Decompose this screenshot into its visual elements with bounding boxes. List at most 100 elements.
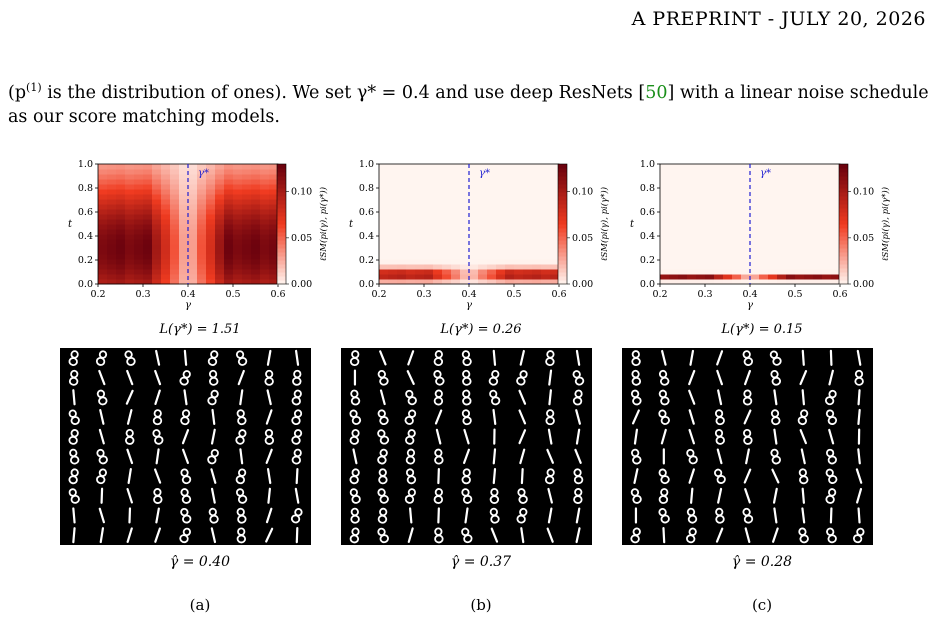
digit-sample [462, 369, 472, 386]
heat-cell [514, 204, 524, 210]
heat-cell [170, 189, 180, 195]
heat-cell [143, 234, 153, 240]
heat-cell [260, 164, 270, 170]
digit-sample [825, 488, 837, 504]
digit-sample [685, 527, 697, 544]
heat-cell [406, 174, 416, 180]
heat-cell [523, 209, 533, 215]
heat-cell [433, 204, 443, 210]
heat-cell [197, 259, 207, 265]
heat-cell [451, 244, 461, 250]
heat-cell [469, 264, 479, 270]
y-tick-label: 0.6 [640, 207, 655, 218]
heat-cell [125, 164, 135, 170]
heat-cell [831, 164, 841, 170]
heat-cell [687, 269, 697, 275]
heat-cell [116, 174, 126, 180]
heat-cell [759, 169, 769, 175]
y-tick-label: 0.0 [359, 279, 374, 290]
heat-cell [188, 219, 198, 225]
heat-cell [786, 279, 796, 285]
heat-cell [107, 264, 117, 270]
heat-cell [161, 204, 171, 210]
heat-cell [188, 269, 198, 275]
heat-cell [487, 229, 497, 235]
heat-cell [750, 219, 760, 225]
heat-cell [197, 244, 207, 250]
heat-cell [795, 224, 805, 230]
heat-cell [406, 184, 416, 190]
heat-cell [107, 259, 117, 265]
colorbar-segment [277, 208, 286, 213]
heat-cell [487, 219, 497, 225]
digit-sample [633, 428, 639, 445]
x-axis-label: γ [466, 300, 472, 311]
heat-cell [224, 279, 234, 285]
heat-cell [822, 174, 832, 180]
heat-cell [379, 239, 389, 245]
digit-sample [517, 488, 528, 504]
heat-cell [379, 254, 389, 260]
heat-cell [460, 234, 470, 240]
heat-cell [224, 239, 234, 245]
colorbar-segment [558, 228, 567, 233]
heat-cell [831, 244, 841, 250]
heat-cell [496, 264, 506, 270]
heat-cell [269, 239, 279, 245]
heat-cell [768, 194, 778, 200]
heat-cell [98, 244, 108, 250]
heat-cell [197, 189, 207, 195]
heat-cell [487, 174, 497, 180]
heat-cell [813, 194, 823, 200]
heat-cell [478, 264, 488, 270]
y-tick-label: 0.4 [359, 231, 374, 242]
colorbar-segment [839, 168, 848, 173]
heat-cell [170, 199, 180, 205]
digit-sample [800, 448, 806, 465]
heat-cell [804, 234, 814, 240]
digit-sample [854, 369, 864, 386]
citation-link[interactable]: 50 [645, 82, 668, 103]
colorbar-tick-label: 0.05 [572, 233, 593, 244]
digit-sample [208, 369, 219, 386]
heat-cell [804, 274, 814, 280]
heat-cell [116, 269, 126, 275]
heat-cell [107, 249, 117, 255]
digit-sample [689, 349, 695, 366]
heat-cell [750, 179, 760, 185]
heat-cell [687, 219, 697, 225]
colorbar-segment [277, 276, 286, 281]
colorbar-tick-label: 0.05 [853, 233, 874, 244]
heat-cell [107, 269, 117, 275]
digit-sample [154, 527, 161, 543]
colorbar-segment [839, 212, 848, 217]
heat-cell [170, 239, 180, 245]
digit-sample [490, 527, 499, 543]
heat-cell [732, 184, 742, 190]
heat-cell [397, 184, 407, 190]
digit-sample [180, 468, 192, 485]
heat-cell [487, 259, 497, 265]
heat-cell [188, 254, 198, 260]
heat-cell [732, 264, 742, 270]
colorbar-frame [838, 163, 849, 285]
heat-cell [541, 194, 551, 200]
heat-cell [505, 259, 515, 265]
heat-cell [442, 164, 452, 170]
heat-cell [523, 194, 533, 200]
heat-cell [98, 164, 108, 170]
heat-cell [487, 214, 497, 220]
digit-sample [464, 507, 469, 524]
heat-cell [478, 194, 488, 200]
heat-cell [732, 229, 742, 235]
heat-cell [451, 209, 461, 215]
heat-cell [269, 254, 279, 260]
heat-cell [415, 174, 425, 180]
heat-cell [514, 239, 524, 245]
heat-cell [116, 219, 126, 225]
heat-cell [514, 264, 524, 270]
y-tick-label: 0.8 [640, 183, 655, 194]
heat-cell [514, 189, 524, 195]
heat-cell [669, 234, 679, 240]
heat-cell [831, 179, 841, 185]
